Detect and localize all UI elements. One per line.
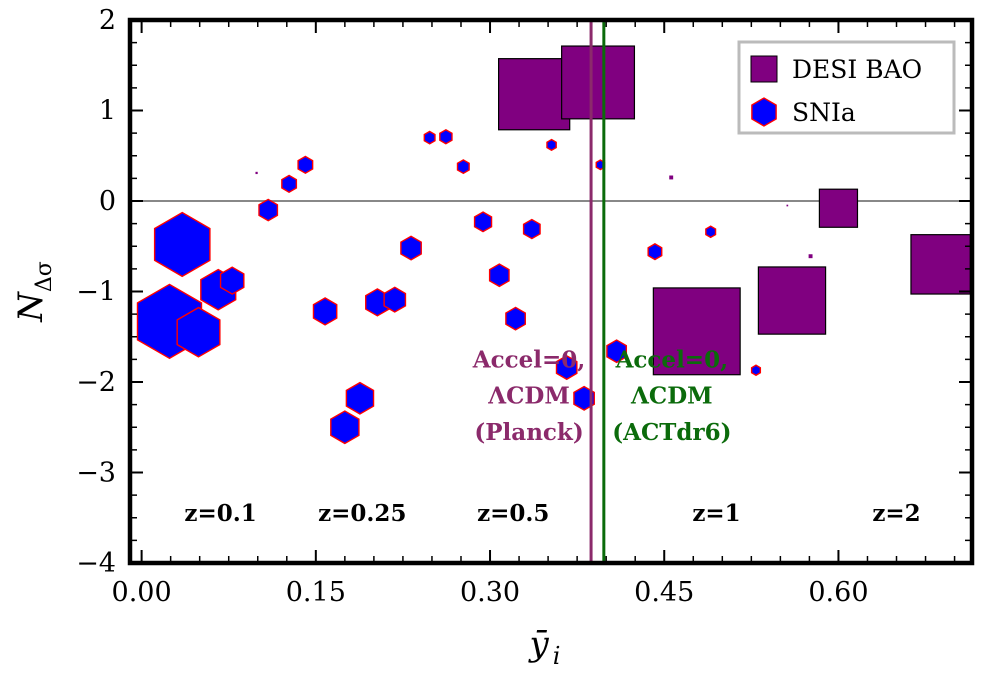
y-tick-label: −4 <box>76 548 116 579</box>
axis-ticks <box>130 19 972 564</box>
desi-bao-point <box>757 266 827 335</box>
snia-point <box>473 211 493 233</box>
snia-point <box>456 159 470 175</box>
snia-point <box>423 130 436 145</box>
desi-bao-point <box>561 45 636 120</box>
x-tick-label: 0.60 <box>808 577 868 608</box>
redshift-label: z=1 <box>692 500 740 527</box>
desi-bao-point <box>786 204 789 207</box>
y-tick-label: 0 <box>99 186 116 217</box>
snia-point <box>219 266 245 295</box>
snia-point <box>705 225 717 239</box>
desi-bao-point <box>498 58 571 131</box>
annotation-planck: Accel=0, <box>472 346 586 373</box>
snia-point <box>505 306 526 331</box>
annotation-planck: (Planck) <box>474 419 583 446</box>
x-tick-label: 0.15 <box>286 577 346 608</box>
redshift-label: z=0.25 <box>318 500 406 527</box>
snia-point <box>522 218 541 240</box>
axis-labels: 0.00 0.15 0.30 0.45 0.60 2 1 0 −1 −2 −3 −4 ȳ i NΔσ <box>11 5 869 670</box>
snia-point <box>312 297 338 326</box>
snia-point <box>330 410 360 445</box>
redshift-label: z=2 <box>872 500 920 527</box>
y-tick-label: 1 <box>99 96 116 127</box>
legend-label-snia: SNIa <box>792 98 856 127</box>
snia-point <box>488 263 510 288</box>
x-tick-label: 0.00 <box>112 577 172 608</box>
snia-point <box>400 235 422 261</box>
y-tick-label: −1 <box>76 277 116 308</box>
x-tick-label: 0.30 <box>460 577 520 608</box>
desi-bao-point <box>818 188 859 228</box>
y-tick-label: 2 <box>99 5 116 36</box>
snia-point <box>546 138 557 152</box>
legend: DESI BAO SNIa <box>737 40 956 135</box>
annotation-actdr6: ΛCDM <box>630 383 713 410</box>
plot-content: Accel=0, ΛCDM (Planck) Accel=0, ΛCDM (ACTdr6)… <box>130 20 972 563</box>
y-tick-label: −3 <box>76 458 116 489</box>
annotation-actdr6: (ACTdr6) <box>612 419 731 446</box>
x-tick-label: 0.45 <box>634 577 694 608</box>
redshift-label: z=0.5 <box>477 500 549 527</box>
plot-area <box>130 20 972 563</box>
snia-point <box>345 381 375 415</box>
snia-point <box>383 286 407 313</box>
desi-bao-point <box>669 175 674 180</box>
desi-bao-point <box>808 254 813 259</box>
desi-bao-point <box>255 171 258 175</box>
redshift-label: z=0.1 <box>184 500 256 527</box>
legend-label-desi: DESI BAO <box>792 55 922 84</box>
snia-point <box>647 243 663 261</box>
y-axis-title: NΔσ <box>11 261 57 323</box>
snia-point <box>555 354 578 381</box>
desi-bao-point <box>652 287 741 376</box>
snia-point <box>281 174 298 194</box>
y-tick-label: −2 <box>76 367 116 398</box>
legend-hexagon-icon <box>751 97 777 127</box>
desi-bao-point <box>910 234 971 295</box>
snia-point <box>606 339 628 364</box>
legend-square-icon <box>750 55 778 83</box>
snia-point <box>153 211 211 278</box>
snia-point <box>258 198 279 222</box>
snia-point <box>297 155 314 175</box>
annotation-planck: ΛCDM <box>487 383 570 410</box>
snia-point <box>176 306 221 358</box>
snia-point <box>750 364 762 377</box>
annotation-actdr6: Accel=0, <box>615 346 729 373</box>
snia-point <box>573 385 595 411</box>
snia-point <box>439 128 453 145</box>
